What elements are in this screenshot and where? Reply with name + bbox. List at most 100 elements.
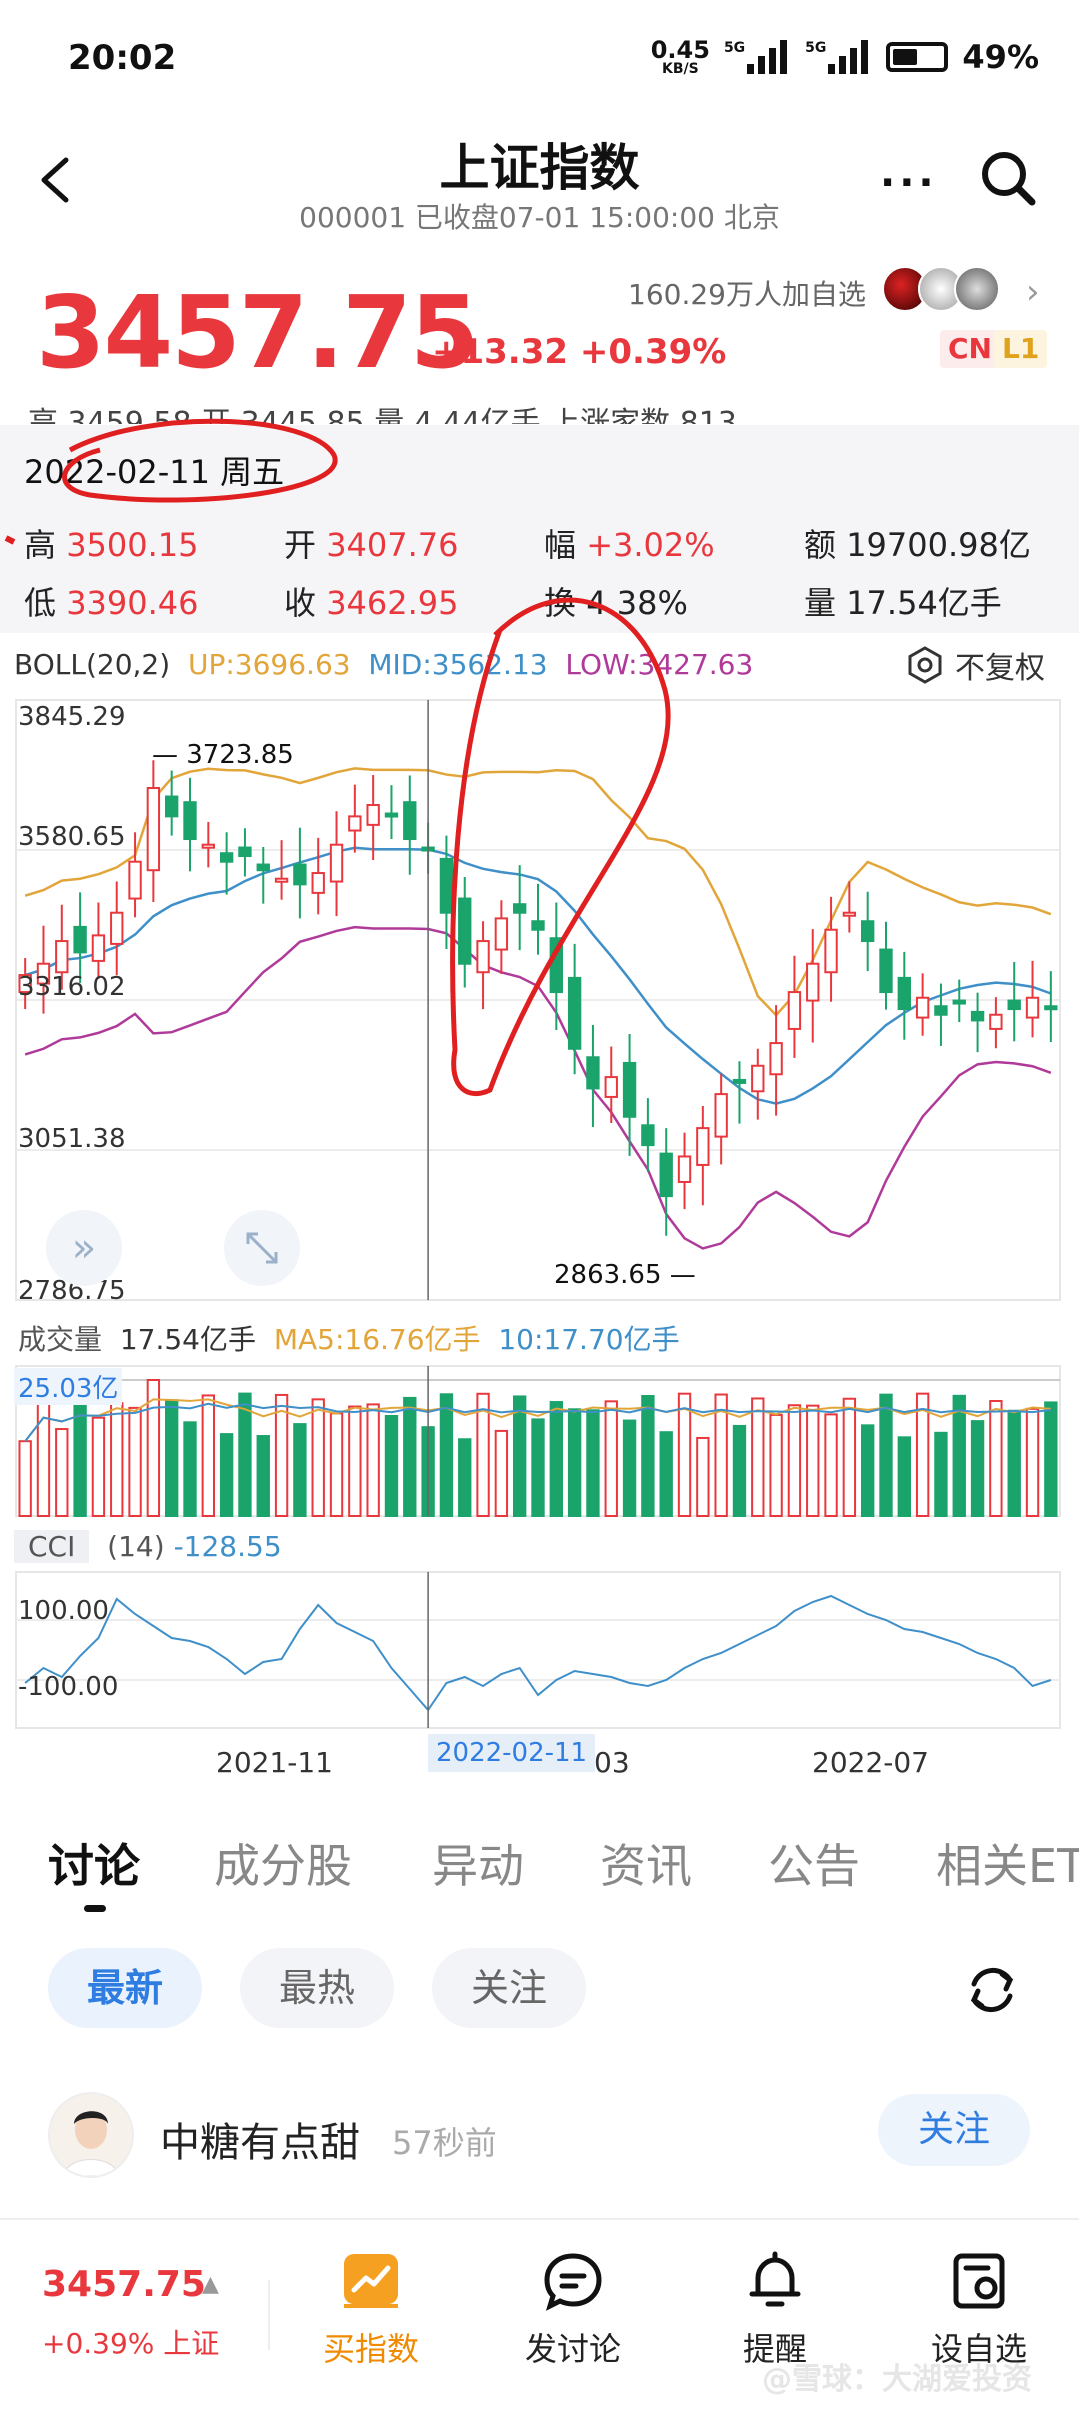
- low-label: 低: [24, 584, 57, 622]
- candle-body: [677, 1155, 692, 1183]
- battery-icon: [886, 42, 949, 72]
- tab-movements[interactable]: 异动: [432, 1839, 524, 1893]
- candlestick-chart[interactable]: [0, 690, 1079, 1310]
- volume-bar: [91, 1416, 106, 1517]
- triangle-up-icon: ▲: [202, 2272, 219, 2297]
- refresh-button[interactable]: [962, 1960, 1022, 2020]
- back-button[interactable]: [36, 150, 76, 210]
- volume-bar: [476, 1392, 490, 1517]
- volume-value: 17.54亿手: [119, 1323, 256, 1356]
- add-watchlist-button[interactable]: 设自选: [904, 2250, 1054, 2370]
- volume-bar: [659, 1431, 673, 1517]
- volume-bar: [458, 1438, 472, 1517]
- volume-bar: [1007, 1409, 1021, 1517]
- volume-bar: [952, 1394, 966, 1517]
- candle-body: [146, 787, 161, 872]
- volume-bar: [403, 1396, 417, 1518]
- net-speed: 0.45: [650, 36, 710, 64]
- volume-legend: 成交量 17.54亿手 MA5:16.76亿手 10:17.70亿手: [18, 1318, 680, 1358]
- candle-body: [787, 991, 802, 1030]
- active-tab-indicator: [84, 1905, 106, 1912]
- candle-body: [861, 920, 875, 943]
- candle-body: [36, 962, 51, 985]
- candle-body: [256, 863, 270, 872]
- volume-ma10-line: [24, 1402, 1051, 1442]
- current-price: 3457.75: [36, 274, 479, 391]
- tab-news[interactable]: 资讯: [600, 1839, 692, 1893]
- more-button[interactable]: ···: [880, 160, 938, 206]
- volume-bar: [989, 1399, 1003, 1517]
- post-username[interactable]: 中糖有点甜: [160, 2120, 360, 2166]
- chevron-right-icon[interactable]: ›: [1026, 272, 1040, 312]
- tab-announcements[interactable]: 公告: [768, 1839, 860, 1893]
- boll-up: UP:3696.63: [187, 648, 351, 681]
- cci-line: [24, 1594, 1052, 1712]
- tab-related-etf[interactable]: 相关ET: [936, 1839, 1079, 1893]
- volume-bar: [915, 1392, 930, 1517]
- buy-index-button[interactable]: 买指数: [296, 2250, 446, 2370]
- content-tabs: 讨论 成分股 异动 资讯 公告 相关ET: [0, 1830, 1079, 1900]
- candle-body: [293, 863, 307, 886]
- gear-icon: [908, 646, 942, 684]
- volume-bar: [348, 1405, 362, 1517]
- time-axis-label: 2021-11: [216, 1746, 333, 1779]
- candle-body: [201, 843, 215, 849]
- follow-button[interactable]: 关注: [878, 2094, 1030, 2166]
- filter-hot[interactable]: 最热: [240, 1948, 394, 2028]
- volume-bar: [879, 1393, 893, 1517]
- time-axis-label: 2022-07: [812, 1746, 929, 1779]
- reminder-label: 提醒: [742, 2330, 807, 2368]
- candle-body: [165, 795, 179, 818]
- candle-body: [311, 872, 325, 894]
- tab-discussion[interactable]: 讨论: [48, 1839, 140, 1893]
- next-button[interactable]: »: [46, 1210, 122, 1286]
- reminder-button[interactable]: 提醒: [700, 2250, 850, 2370]
- cci-axis-bottom: -100.00: [18, 1672, 119, 1702]
- change-percent: +0.39%: [579, 332, 727, 372]
- min-price-value: 2863.65: [554, 1260, 662, 1290]
- candle-body: [604, 1076, 618, 1098]
- candle-body: [183, 801, 197, 841]
- post-discussion-button[interactable]: 发讨论: [498, 2250, 648, 2370]
- candle-body: [110, 911, 124, 945]
- volume-bar: [36, 1392, 51, 1517]
- search-button[interactable]: [978, 148, 1038, 208]
- watermark: @雪球：大湖爱投资: [762, 2362, 1032, 2397]
- volume-chart[interactable]: [0, 1356, 1079, 1524]
- candle-body: [824, 928, 838, 974]
- candle-body: [769, 1042, 783, 1076]
- volume-bar: [311, 1398, 325, 1517]
- change-value: +13.32: [432, 332, 569, 372]
- tab-components[interactable]: 成分股: [214, 1839, 352, 1893]
- candle-body: [128, 860, 142, 900]
- tooltip-grid: 高 3500.15 开 3407.76 幅 +3.02% 额 19700.98亿…: [24, 520, 1064, 636]
- adjust-label: 不复权: [955, 651, 1045, 686]
- boll-mid: MID:3562.13: [368, 648, 548, 681]
- volume-bar: [165, 1399, 179, 1518]
- filter-latest[interactable]: 最新: [48, 1948, 202, 2028]
- volume-bar: [531, 1418, 545, 1518]
- cci-frame: [15, 1571, 1061, 1729]
- candle-body: [567, 976, 582, 1050]
- candle-body: [494, 917, 509, 951]
- avatar[interactable]: [48, 2092, 134, 2178]
- volume-bar: [641, 1395, 655, 1517]
- candle-body: [366, 804, 380, 826]
- bottom-price: 3457.75: [42, 2264, 206, 2305]
- adjust-toggle[interactable]: 不复权: [905, 643, 1045, 687]
- cci-chart[interactable]: [0, 1568, 1079, 1734]
- turnover-label: 换: [544, 584, 577, 622]
- followers-count[interactable]: 160.29万人加自选: [628, 278, 866, 311]
- add-watchlist-label: 设自选: [930, 2330, 1027, 2368]
- candle-body: [531, 920, 545, 931]
- volume-bar: [861, 1424, 875, 1517]
- follower-avatars[interactable]: [882, 266, 1000, 312]
- fullscreen-button[interactable]: [224, 1210, 300, 1286]
- filter-following[interactable]: 关注: [432, 1948, 586, 2028]
- volume-bar: [970, 1420, 985, 1517]
- volume-bar: [696, 1436, 710, 1517]
- volume-bar: [622, 1419, 637, 1517]
- max-price-mark: — 3723.85: [152, 740, 294, 770]
- add-watchlist-icon: [948, 2250, 1010, 2312]
- tooltip-date: 2022-02-11 周五: [24, 453, 285, 491]
